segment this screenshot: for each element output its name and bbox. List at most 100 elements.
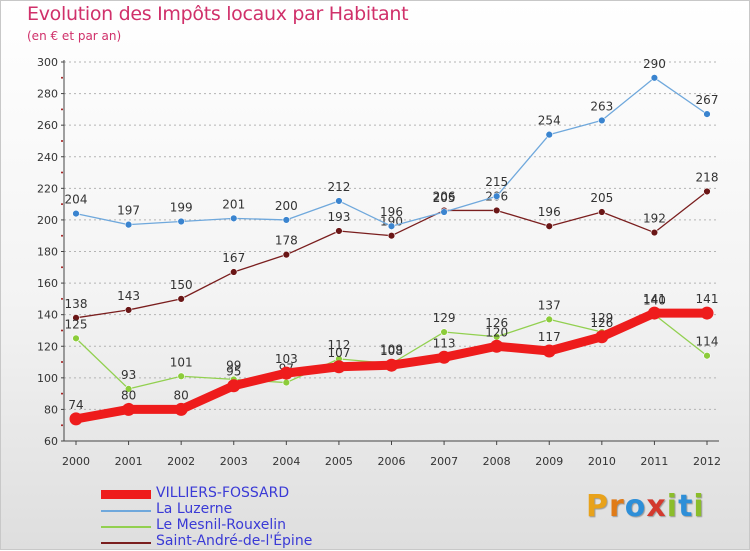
legend-label: Saint-André-de-l'Épine: [156, 533, 313, 549]
legend-label: La Luzerne: [156, 501, 233, 517]
data-label: 138: [65, 297, 88, 311]
chart-title: Evolution des Impôts locaux par Habitant: [27, 3, 409, 25]
data-label: 167: [222, 251, 245, 265]
data-point: [387, 222, 396, 230]
data-point: [177, 295, 185, 303]
logo-letter: o: [624, 489, 647, 524]
data-label: 218: [696, 170, 719, 184]
data-label: 141: [643, 292, 666, 306]
x-tick-label: 2009: [535, 455, 563, 468]
data-point: [177, 217, 185, 226]
y-minor-tick: [61, 139, 63, 142]
data-point: [72, 209, 80, 218]
y-minor-tick: [61, 424, 63, 427]
data-point: [545, 130, 553, 139]
x-tick-label: 2003: [220, 455, 248, 468]
y-tick-label: 300: [37, 56, 58, 69]
logo-letter: P: [586, 489, 609, 524]
y-tick-label: 140: [37, 309, 58, 322]
x-tick-label: 2001: [115, 455, 143, 468]
y-minor-tick: [61, 329, 63, 332]
x-tick-label: 2012: [693, 455, 721, 468]
data-label: 205: [433, 191, 456, 205]
y-minor-tick: [61, 108, 63, 111]
legend-label: Le Mesnil-Rouxelin: [156, 517, 286, 533]
y-minor-tick: [61, 392, 63, 395]
data-point: [177, 372, 185, 380]
legend-swatch: [101, 542, 151, 544]
x-tick-label: 2006: [378, 455, 406, 468]
data-label: 129: [433, 311, 456, 325]
data-point: [700, 306, 714, 320]
y-minor-tick: [61, 171, 63, 174]
data-point: [385, 358, 398, 372]
data-point: [282, 378, 291, 387]
data-label: 143: [117, 289, 140, 303]
y-minor-tick: [61, 297, 63, 300]
y-minor-tick: [61, 361, 63, 364]
y-tick-label: 220: [37, 182, 58, 195]
legend-swatch: [101, 510, 151, 512]
data-label: 109: [380, 343, 403, 357]
x-tick-label: 2005: [325, 455, 353, 468]
data-point: [542, 344, 556, 358]
data-label: 196: [380, 205, 403, 219]
data-point: [227, 379, 241, 393]
x-tick-label: 2011: [640, 455, 668, 468]
data-label: 215: [485, 175, 508, 189]
data-label: 93: [121, 368, 136, 382]
data-label: 114: [696, 335, 719, 349]
data-point: [335, 227, 343, 235]
data-point: [387, 232, 396, 240]
chart-subtitle: (en € et par an): [27, 29, 122, 43]
data-point: [650, 74, 659, 82]
x-tick-label: 2002: [167, 455, 195, 468]
y-minor-tick: [61, 203, 63, 206]
data-label: 80: [174, 388, 189, 402]
data-label: 112: [327, 338, 350, 352]
y-tick-label: 100: [37, 372, 58, 385]
data-label: 126: [590, 316, 613, 330]
series-la-luzerne: 204 197 199 201 200 212 196 205 215 254 263 290 267: [65, 57, 718, 230]
logo-letter: r: [609, 489, 625, 524]
data-label: 108: [380, 344, 403, 358]
data-label: 140: [643, 294, 666, 308]
y-minor-tick: [61, 234, 63, 237]
data-point: [437, 350, 451, 364]
data-point: [440, 208, 448, 216]
y-tick-label: 60: [44, 435, 58, 448]
data-point: [492, 192, 501, 200]
y-tick-label: 240: [37, 151, 58, 164]
y-tick-label: 180: [37, 246, 58, 259]
data-label: 126: [485, 316, 508, 330]
logo-letter: t: [678, 489, 694, 524]
data-point: [282, 216, 291, 224]
data-label: 101: [170, 355, 193, 369]
data-label: 199: [170, 200, 193, 214]
data-label: 99: [226, 358, 241, 372]
y-tick-label: 120: [37, 340, 58, 353]
data-point: [703, 352, 711, 360]
data-label: 201: [222, 197, 245, 211]
gridlines: [64, 61, 719, 410]
data-point: [72, 334, 80, 343]
data-point: [650, 228, 659, 237]
data-label: 117: [538, 330, 561, 344]
data-point: [174, 402, 188, 416]
logo-letter: x: [646, 489, 667, 524]
data-point: [545, 315, 553, 324]
data-label: 74: [68, 398, 83, 412]
data-label: 192: [643, 212, 666, 226]
y-tick-label: 200: [37, 214, 58, 227]
data-point: [282, 250, 291, 259]
data-label: 113: [433, 336, 456, 350]
data-point: [545, 222, 553, 230]
legend-item: Le Mesnil-Rouxelin: [101, 517, 361, 534]
y-minor-tick: [61, 266, 63, 269]
data-label: 141: [696, 292, 719, 306]
data-label: 80: [121, 388, 136, 402]
data-label: 107: [327, 346, 350, 360]
data-label: 178: [275, 234, 298, 248]
